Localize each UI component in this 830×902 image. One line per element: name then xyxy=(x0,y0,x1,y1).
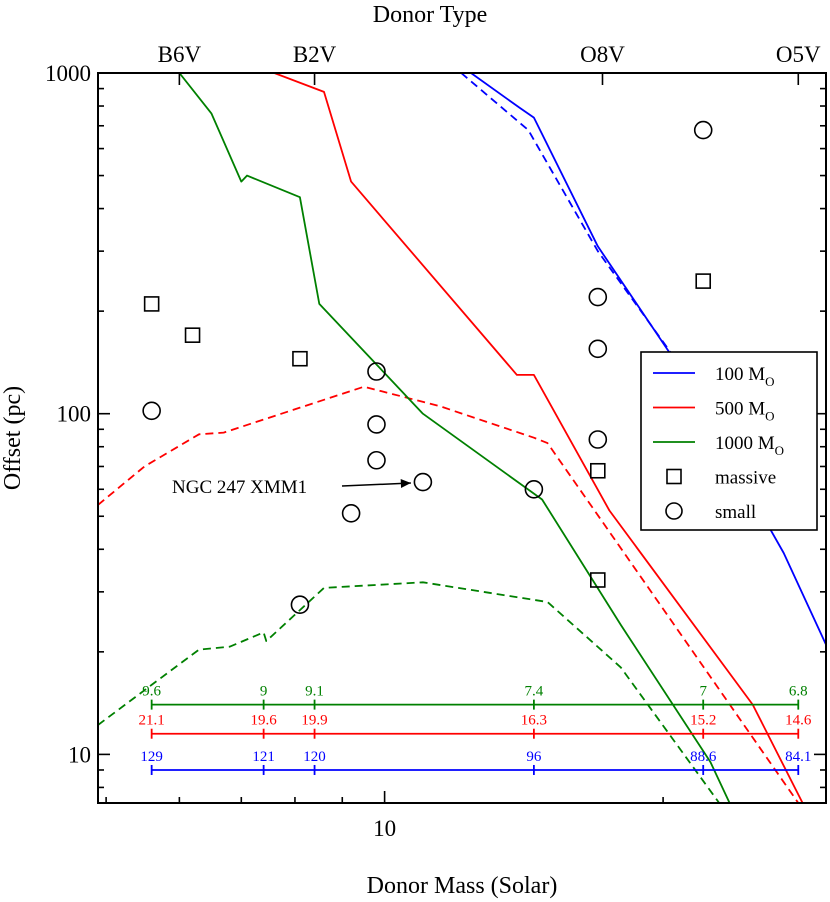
small-circle-marker xyxy=(413,472,433,492)
small-circle-marker xyxy=(693,120,713,140)
massive-square-marker xyxy=(184,327,201,343)
top-tick-label: B6V xyxy=(158,42,202,67)
scale-bar-label: 96 xyxy=(526,749,542,765)
series-line-green-solid xyxy=(178,73,731,803)
top-tick-label: O8V xyxy=(580,42,625,67)
series-line-blue-solid xyxy=(470,73,826,645)
annotation-label: NGC 247 XMM1 xyxy=(172,477,307,498)
scale-bar-label: 16.3 xyxy=(521,713,547,729)
series-line-red-solid xyxy=(273,73,804,803)
annotation-arrow-line xyxy=(341,482,411,487)
legend-label-subscript: O xyxy=(765,374,774,389)
massive-square-marker xyxy=(695,273,712,289)
series-line-green-dashed xyxy=(98,581,720,803)
scale-bar-label: 7 xyxy=(699,684,707,700)
x-tick-label: 10 xyxy=(373,816,396,841)
massive-square-marker xyxy=(589,572,606,588)
scale-bar-label: 9.6 xyxy=(142,684,161,700)
scale-bar-label: 14.6 xyxy=(785,713,812,729)
y-tick-label: 1000 xyxy=(45,61,91,86)
legend-label: small xyxy=(715,502,756,523)
scale-bar-label: 129 xyxy=(140,749,163,765)
scale-bar-label: 120 xyxy=(303,749,326,765)
small-circle-marker xyxy=(588,287,608,307)
marker-layer xyxy=(142,120,713,615)
legend-box xyxy=(640,351,818,531)
small-circle-marker xyxy=(588,430,608,449)
scale-bar-label: 84.1 xyxy=(785,749,811,765)
small-circle-marker xyxy=(142,401,161,421)
scale-bar-label: 19.6 xyxy=(251,713,278,729)
x-axis-title: Donor Mass (Solar) xyxy=(367,873,558,899)
series-line-blue-dashed xyxy=(460,73,720,408)
small-circle-marker xyxy=(367,450,386,470)
axis-ticks: 10 100 1000 10 B6V B2V O8V O5V xyxy=(45,42,827,841)
scale-bar-label: 9 xyxy=(260,684,268,700)
legend-label: massive xyxy=(715,468,776,489)
top-tick-label: O5V xyxy=(776,42,821,67)
legend-label: 500 MO xyxy=(715,399,775,424)
top-tick-label: B2V xyxy=(293,42,337,67)
small-circle-marker xyxy=(367,415,386,434)
scale-bar-label: 7.4 xyxy=(525,684,544,700)
small-circle-marker xyxy=(588,339,608,359)
small-circle-marker xyxy=(341,504,361,523)
scale-bar-label: 9.1 xyxy=(305,684,324,700)
legend-label-subscript: O xyxy=(775,443,784,458)
annotation-arrow-head xyxy=(400,479,411,488)
series-line-red-dashed xyxy=(98,385,800,803)
legend-label-subscript: O xyxy=(765,409,774,424)
plot-frame xyxy=(97,72,827,804)
massive-square-marker xyxy=(143,296,160,312)
series-layer xyxy=(98,73,826,803)
legend-label: 100 MO xyxy=(715,364,775,389)
massive-square-marker xyxy=(589,462,606,479)
y-tick-label: 10 xyxy=(68,742,91,767)
massive-square-marker xyxy=(292,350,308,367)
annotation: NGC 247 XMM1 xyxy=(172,477,411,498)
legend: 100 MO 500 MO 1000 MO massive small xyxy=(640,351,818,531)
scale-bar-label: 21.1 xyxy=(139,713,165,729)
scale-bar-label: 19.9 xyxy=(301,713,327,729)
scale-bar-label: 6.8 xyxy=(789,684,808,700)
small-circle-marker xyxy=(524,479,544,499)
small-circle-marker xyxy=(290,595,310,615)
y-tick-label: 100 xyxy=(57,402,92,427)
legend-label: 1000 MO xyxy=(715,433,784,458)
legend-swatch-square xyxy=(666,468,682,485)
scale-bars: 9.6 9 9.1 7.4 7 6.8 21.1 19.6 19.9 16.3 15.2 14.6 12… xyxy=(139,684,812,775)
scale-bar-label: 15.2 xyxy=(690,713,716,729)
scale-bar-label: 121 xyxy=(252,749,275,765)
small-circle-marker xyxy=(367,362,386,381)
y-axis-title: Offset (pc) xyxy=(0,386,26,490)
top-axis-title: Donor Type xyxy=(373,2,488,28)
legend-swatch-circle xyxy=(665,502,683,520)
scale-bar-label: 88.6 xyxy=(690,749,717,765)
